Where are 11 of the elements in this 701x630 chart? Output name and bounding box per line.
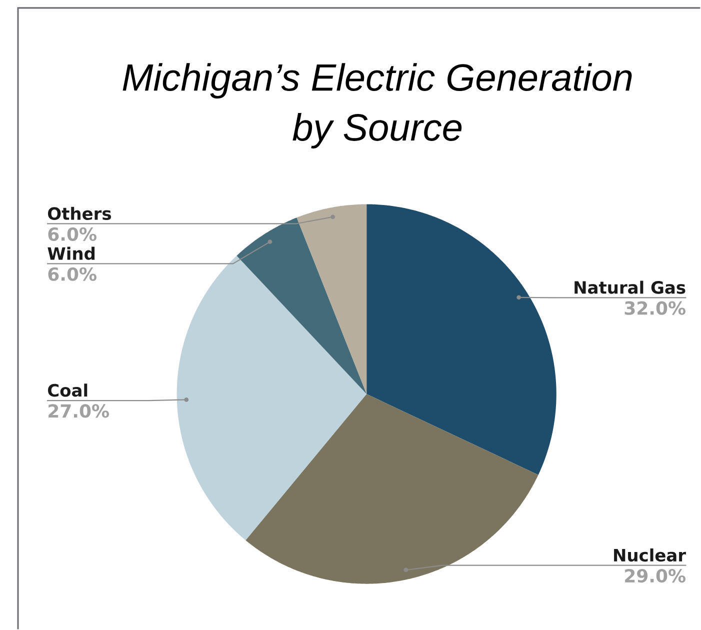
slice-label: Natural Gas: [574, 280, 686, 294]
slice-label: Coal: [48, 384, 88, 397]
data-label: 29.0%: [625, 568, 686, 583]
data-label: 32.0%: [624, 301, 686, 315]
data-label: 6.0%: [48, 227, 96, 241]
data-label: 6.0%: [48, 267, 96, 281]
slice-label: Wind: [48, 246, 95, 260]
data-label: 27.0%: [48, 404, 109, 418]
slice-label: Others: [48, 206, 111, 220]
chart-title: Michigan’s Electric Generation by Source: [122, 63, 632, 148]
slice-label: Nuclear: [614, 548, 686, 562]
